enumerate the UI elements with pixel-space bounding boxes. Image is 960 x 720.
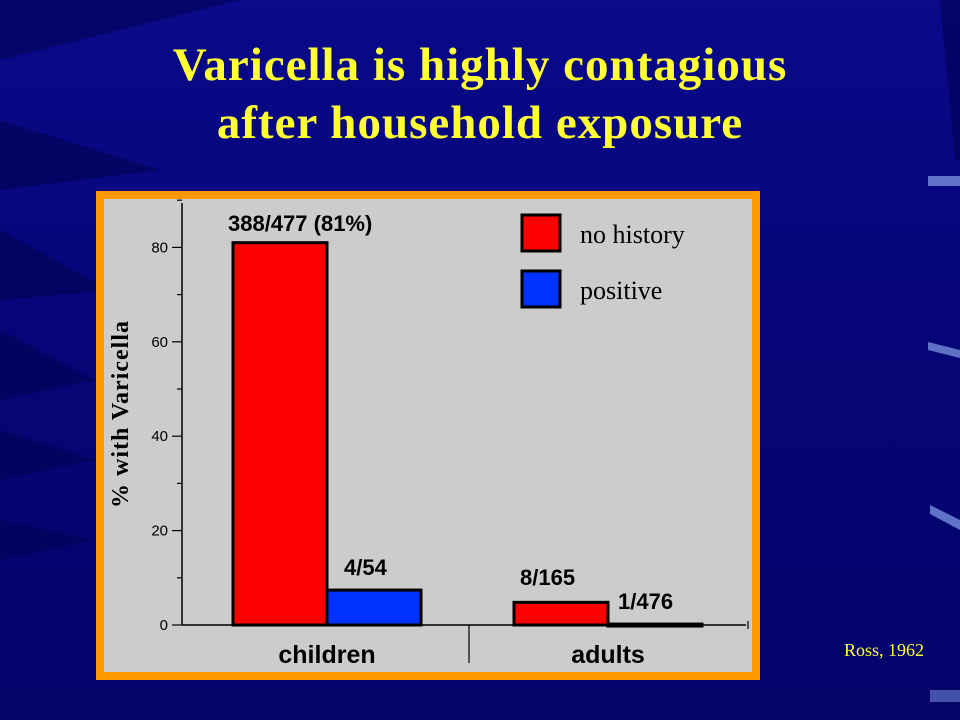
- bar-positive-children: [325, 588, 423, 627]
- slide-title-line-1: Varicella is highly contagious: [172, 39, 788, 91]
- data-label: 388/477 (81%): [228, 211, 372, 236]
- chart-frame: 0 20 40 60 80 % with Varicella 388/477 (81%) 8/…: [96, 191, 760, 680]
- bar-chart: 0 20 40 60 80 % with Varicella 388/477 (81%) 8/…: [104, 199, 752, 672]
- y-tick-label: 0: [160, 617, 168, 634]
- data-label: 1/476: [618, 589, 673, 614]
- y-tick-label: 60: [151, 334, 168, 351]
- slide-title: Varicella is highly contagious after hou…: [0, 36, 960, 152]
- legend-label: positive: [580, 276, 662, 305]
- y-axis-label: % with Varicella: [108, 320, 134, 508]
- y-tick-label: 80: [151, 239, 168, 256]
- data-label: 4/54: [344, 555, 388, 580]
- legend-swatch: [520, 213, 562, 253]
- y-tick-label: 20: [151, 523, 168, 540]
- plot-background: [104, 199, 752, 672]
- bar-no-history-adults: [512, 600, 610, 627]
- legend-label: no history: [580, 220, 685, 249]
- x-category-label: children: [278, 641, 375, 669]
- source-citation: Ross, 1962: [843, 640, 924, 660]
- x-category-label: adults: [571, 641, 645, 669]
- bar-no-history-children: [231, 241, 329, 627]
- slide-title-line-2: after household exposure: [216, 97, 744, 149]
- data-label: 8/165: [520, 565, 575, 590]
- legend-swatch: [520, 269, 562, 309]
- y-tick-label: 40: [151, 428, 168, 445]
- bar-positive-adults: [606, 622, 704, 628]
